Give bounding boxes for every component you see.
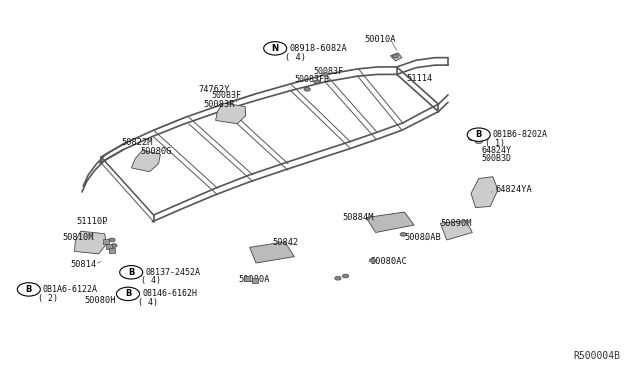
Text: 74762Y: 74762Y bbox=[198, 85, 230, 94]
Polygon shape bbox=[75, 231, 106, 254]
Circle shape bbox=[17, 283, 40, 296]
Text: B: B bbox=[26, 285, 32, 294]
Circle shape bbox=[304, 87, 310, 91]
Bar bbox=[244, 276, 250, 281]
Circle shape bbox=[342, 274, 349, 278]
Polygon shape bbox=[390, 53, 402, 61]
Text: 50080AB: 50080AB bbox=[404, 233, 441, 242]
Polygon shape bbox=[440, 221, 472, 240]
Text: B: B bbox=[125, 289, 131, 298]
Text: B: B bbox=[128, 268, 134, 277]
Text: ( 1): ( 1) bbox=[485, 139, 505, 148]
Circle shape bbox=[264, 42, 287, 55]
Polygon shape bbox=[471, 177, 498, 208]
Text: 08146-6162H: 08146-6162H bbox=[142, 289, 197, 298]
Text: 64824YA: 64824YA bbox=[496, 185, 532, 194]
Text: 50080H: 50080H bbox=[84, 296, 116, 305]
Text: 50083F: 50083F bbox=[314, 67, 344, 76]
Circle shape bbox=[111, 244, 117, 247]
Text: N: N bbox=[271, 44, 279, 53]
Circle shape bbox=[392, 54, 399, 58]
Text: 50083FB: 50083FB bbox=[294, 76, 330, 84]
Bar bbox=[106, 244, 112, 249]
Text: 50822M: 50822M bbox=[122, 138, 153, 147]
Circle shape bbox=[475, 139, 483, 144]
Text: 50884M: 50884M bbox=[342, 213, 374, 222]
Polygon shape bbox=[131, 150, 161, 172]
Text: 08918-6082A: 08918-6082A bbox=[289, 44, 347, 53]
Circle shape bbox=[314, 80, 320, 84]
Text: R500004B: R500004B bbox=[574, 351, 621, 361]
Text: 50080AC: 50080AC bbox=[370, 257, 406, 266]
Text: 50810M: 50810M bbox=[63, 233, 94, 242]
Text: ( 4): ( 4) bbox=[141, 276, 161, 285]
Text: ( 4): ( 4) bbox=[285, 53, 306, 62]
Text: B: B bbox=[476, 130, 482, 139]
Text: ( 2): ( 2) bbox=[38, 294, 58, 303]
Circle shape bbox=[109, 238, 115, 242]
Text: 50080A: 50080A bbox=[238, 275, 269, 283]
Polygon shape bbox=[216, 103, 246, 124]
Bar bbox=[252, 278, 258, 283]
Text: 51110P: 51110P bbox=[77, 217, 108, 226]
Text: 50890M: 50890M bbox=[440, 219, 472, 228]
Text: 50814: 50814 bbox=[70, 260, 97, 269]
Text: 50083R: 50083R bbox=[204, 100, 235, 109]
Text: 0B1A6-6122A: 0B1A6-6122A bbox=[43, 285, 98, 294]
Text: 081B6-8202A: 081B6-8202A bbox=[493, 130, 548, 139]
Bar bbox=[103, 239, 109, 244]
Text: 08137-2452A: 08137-2452A bbox=[145, 268, 200, 277]
Text: 50080G: 50080G bbox=[141, 147, 172, 156]
Polygon shape bbox=[250, 242, 294, 263]
Circle shape bbox=[335, 276, 341, 280]
Circle shape bbox=[120, 266, 143, 279]
Text: 50842: 50842 bbox=[272, 238, 298, 247]
Text: 51114: 51114 bbox=[406, 74, 433, 83]
Text: 50010A: 50010A bbox=[365, 35, 396, 44]
Bar bbox=[109, 248, 115, 253]
Circle shape bbox=[369, 259, 376, 262]
Text: 50083F: 50083F bbox=[211, 92, 241, 100]
Polygon shape bbox=[366, 212, 414, 232]
Text: 64824Y: 64824Y bbox=[481, 146, 511, 155]
Circle shape bbox=[467, 128, 490, 141]
Circle shape bbox=[322, 73, 328, 76]
Circle shape bbox=[116, 287, 140, 301]
Circle shape bbox=[468, 136, 476, 141]
Text: 500B3D: 500B3D bbox=[481, 154, 511, 163]
Text: ( 4): ( 4) bbox=[138, 298, 157, 307]
Circle shape bbox=[400, 232, 406, 236]
